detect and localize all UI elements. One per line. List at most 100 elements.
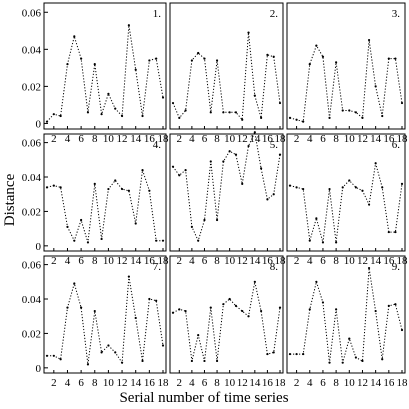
data-point xyxy=(266,53,269,56)
data-point xyxy=(120,361,124,364)
x-tick-label: 12 xyxy=(117,133,128,145)
data-point xyxy=(197,239,200,242)
data-point xyxy=(234,304,238,307)
data-point xyxy=(141,359,144,363)
data-point xyxy=(354,356,357,359)
panel-frame xyxy=(169,255,284,374)
x-axis-title: Serial number of time series xyxy=(119,390,288,406)
y-tick-label: 0.04 xyxy=(22,294,42,306)
x-tick-label: 12 xyxy=(357,377,368,389)
data-point xyxy=(367,203,371,206)
data-point xyxy=(114,351,117,354)
data-point xyxy=(190,59,193,62)
data-point xyxy=(222,303,225,306)
data-point xyxy=(59,186,62,189)
x-tick-label: 8 xyxy=(214,133,220,145)
data-point xyxy=(348,109,351,112)
data-point xyxy=(348,179,351,182)
data-point xyxy=(66,225,69,229)
panel-7: 00.020.040.062 4 6 8 10 12 14 16 187. xyxy=(22,255,169,389)
data-point xyxy=(209,111,212,114)
data-point xyxy=(374,309,377,313)
x-tick-label: 12 xyxy=(237,133,248,145)
panel-8: 2 4 6 8 10 12 14 16 188. xyxy=(169,255,286,389)
x-tick-label: 18 xyxy=(158,255,170,267)
x-tick-label: 16 xyxy=(383,255,395,267)
data-point xyxy=(184,109,187,112)
data-point xyxy=(203,57,206,60)
data-point xyxy=(381,186,384,189)
x-tick-label: 6 xyxy=(78,377,84,389)
data-point xyxy=(266,352,269,356)
data-point xyxy=(148,189,151,192)
data-point xyxy=(321,301,325,304)
data-point xyxy=(197,51,200,55)
x-tick-label: 8 xyxy=(92,255,98,267)
x-tick-label: 18 xyxy=(275,133,287,145)
data-point xyxy=(228,111,231,114)
data-point xyxy=(253,280,256,283)
data-point xyxy=(260,309,263,313)
x-tick-label: 6 xyxy=(202,377,208,389)
data-point xyxy=(59,114,62,118)
data-point xyxy=(100,351,103,354)
x-tick-label: 18 xyxy=(158,133,170,145)
data-point xyxy=(394,230,397,234)
y-tick-label: 0 xyxy=(36,363,42,375)
series-line xyxy=(172,130,281,243)
x-tick-label: 6 xyxy=(320,133,326,145)
data-point xyxy=(215,359,219,363)
data-point xyxy=(341,109,344,112)
x-tick-label: 14 xyxy=(249,377,261,389)
data-point xyxy=(178,174,181,177)
data-point xyxy=(367,266,371,270)
data-point xyxy=(288,352,292,356)
x-tick-label: 12 xyxy=(357,255,368,267)
data-point xyxy=(367,38,371,42)
panel-label: 4. xyxy=(153,139,162,151)
data-point xyxy=(295,352,298,356)
data-point xyxy=(80,57,83,60)
data-point xyxy=(66,63,69,66)
x-tick-label: 4 xyxy=(65,133,71,145)
panel-frame xyxy=(286,2,406,130)
panel-label: 6. xyxy=(392,139,401,151)
panel-label: 2. xyxy=(270,8,279,20)
data-point xyxy=(394,303,397,306)
x-tick-label: 16 xyxy=(144,133,156,145)
x-tick-label: 14 xyxy=(130,255,142,267)
data-point xyxy=(228,297,231,301)
data-point xyxy=(100,237,103,241)
data-point xyxy=(394,57,397,60)
x-tick-label: 8 xyxy=(92,377,98,389)
x-tick-label: 16 xyxy=(383,377,395,389)
data-point xyxy=(93,182,96,185)
data-point xyxy=(295,118,298,121)
data-point xyxy=(315,280,318,283)
x-tick-label: 10 xyxy=(344,133,356,145)
y-tick-label: 0 xyxy=(36,241,42,253)
x-tick-label: 10 xyxy=(224,377,236,389)
y-tick-label: 0.02 xyxy=(22,81,41,93)
x-tick-label: 4 xyxy=(65,377,71,389)
data-point xyxy=(120,114,124,118)
data-point xyxy=(241,309,244,313)
data-point xyxy=(155,239,158,242)
data-point xyxy=(155,299,158,302)
panel-4: 00.020.040.062 4 6 8 10 12 14 16 184. xyxy=(22,133,170,267)
series-line xyxy=(47,276,164,365)
series-line xyxy=(172,281,281,362)
data-point xyxy=(161,96,165,99)
data-point xyxy=(253,94,256,97)
data-point xyxy=(73,35,76,38)
x-tick-label: 14 xyxy=(249,133,261,145)
data-point xyxy=(381,114,384,118)
data-point xyxy=(171,311,175,314)
data-point xyxy=(247,315,250,318)
data-point xyxy=(278,153,282,156)
y-tick-label: 0.04 xyxy=(22,172,42,184)
data-point xyxy=(354,111,357,114)
x-tick-label: 4 xyxy=(307,255,313,267)
x-tick-label: 4 xyxy=(189,133,195,145)
data-point xyxy=(374,85,377,88)
